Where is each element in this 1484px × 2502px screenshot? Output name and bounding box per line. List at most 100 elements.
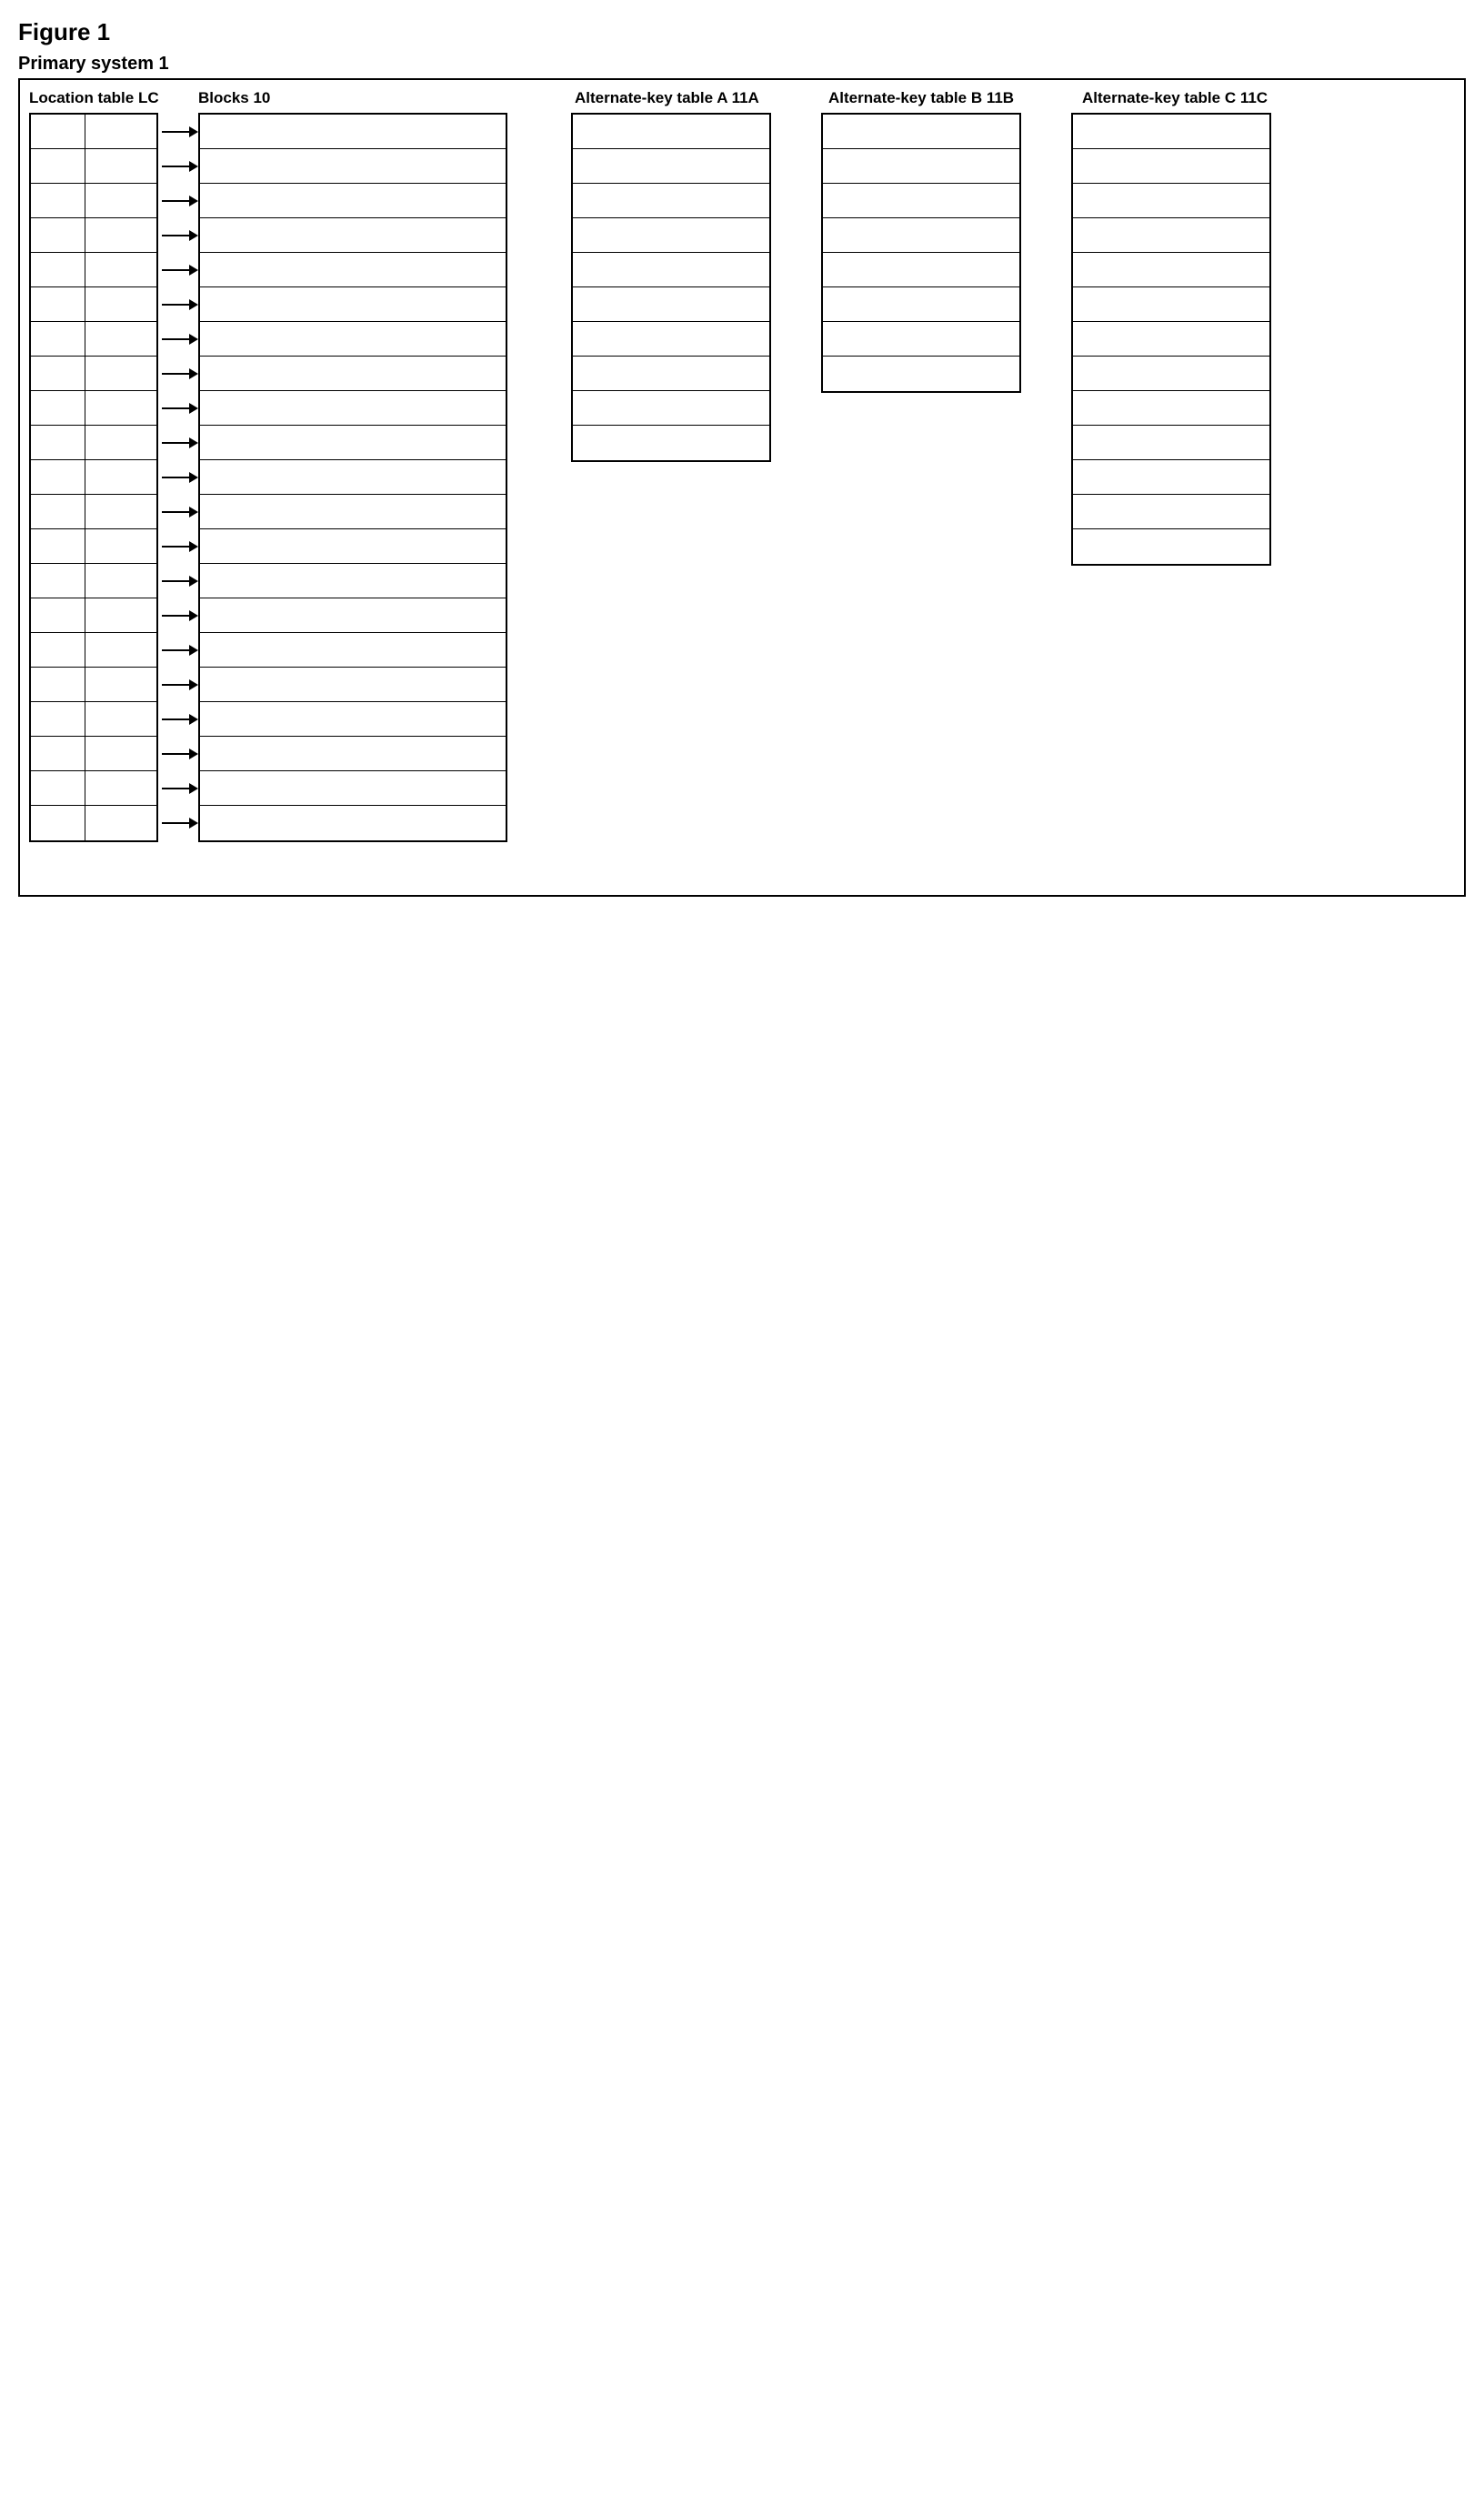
- arrow-line: [162, 580, 189, 582]
- arrow-line: [162, 788, 189, 789]
- table-cell: [31, 357, 85, 390]
- table-row: [200, 184, 506, 218]
- table-row: [1073, 357, 1269, 391]
- arrow-icon: [158, 806, 198, 840]
- table-row: [31, 460, 156, 495]
- table-row: [200, 149, 506, 184]
- arrow-head-icon: [189, 161, 198, 172]
- arrow-line: [162, 407, 189, 409]
- system-title: Primary system 1: [18, 54, 1466, 75]
- table-cell: [31, 149, 85, 183]
- arrow-line: [162, 166, 189, 167]
- table-row: [31, 218, 156, 253]
- arrow-icon: [158, 391, 198, 426]
- table-row: [1073, 426, 1269, 460]
- table-row: [573, 253, 769, 287]
- location-table-label: Location table LC: [29, 89, 198, 107]
- arrow-head-icon: [189, 818, 198, 829]
- arrow-icon: [158, 287, 198, 322]
- table-row: [31, 598, 156, 633]
- arrow-head-icon: [189, 334, 198, 345]
- arrow-line: [162, 511, 189, 513]
- table-row: [200, 391, 506, 426]
- table-cell: [31, 806, 85, 840]
- table-cell: [31, 495, 85, 528]
- arrow-line: [162, 649, 189, 651]
- table-cell: [85, 357, 156, 390]
- table-cell: [31, 426, 85, 459]
- table-cell: [31, 529, 85, 563]
- table-row: [31, 322, 156, 357]
- table-row: [1073, 391, 1269, 426]
- table-row: [200, 633, 506, 668]
- table-row: [31, 287, 156, 322]
- table-row: [200, 668, 506, 702]
- table-row: [200, 737, 506, 771]
- arrow-icon: [158, 737, 198, 771]
- alternate-key-c-label: Alternate-key table C 11C: [1082, 89, 1286, 107]
- table-cell: [31, 460, 85, 494]
- table-cell: [85, 529, 156, 563]
- table-row: [200, 253, 506, 287]
- table-row: [31, 529, 156, 564]
- table-row: [1073, 460, 1269, 495]
- table-cell: [85, 564, 156, 598]
- table-row: [200, 426, 506, 460]
- table-cell: [85, 426, 156, 459]
- arrow-line: [162, 235, 189, 236]
- table-cell: [31, 391, 85, 425]
- table-row: [1073, 218, 1269, 253]
- arrow-line: [162, 304, 189, 306]
- table-cell: [85, 253, 156, 286]
- table-row: [31, 702, 156, 737]
- arrow-icon: [158, 357, 198, 391]
- table-cell: [85, 737, 156, 770]
- arrow-line: [162, 822, 189, 824]
- table-cell: [31, 322, 85, 356]
- table-row: [1073, 529, 1269, 564]
- arrow-icon: [158, 149, 198, 184]
- table-row: [823, 115, 1019, 149]
- table-cell: [85, 322, 156, 356]
- table-cell: [31, 633, 85, 667]
- arrow-icon: [158, 495, 198, 529]
- arrow-line: [162, 200, 189, 202]
- table-row: [31, 806, 156, 840]
- table-row: [1073, 184, 1269, 218]
- table-row: [200, 771, 506, 806]
- table-row: [31, 426, 156, 460]
- table-row: [573, 149, 769, 184]
- arrows-column: [158, 113, 198, 840]
- table-cell: [85, 633, 156, 667]
- arrow-line: [162, 338, 189, 340]
- table-row: [31, 564, 156, 598]
- table-cell: [31, 598, 85, 632]
- arrow-icon: [158, 460, 198, 495]
- primary-system-frame: Location table LCBlocks 10Alternate-key …: [18, 78, 1466, 897]
- arrow-head-icon: [189, 679, 198, 690]
- table-row: [31, 737, 156, 771]
- alternate-key-table-a: [571, 113, 771, 462]
- arrow-line: [162, 373, 189, 375]
- table-row: [573, 287, 769, 322]
- table-row: [1073, 253, 1269, 287]
- table-cell: [31, 287, 85, 321]
- location-table: [29, 113, 158, 842]
- table-cell: [31, 115, 85, 148]
- table-row: [31, 633, 156, 668]
- alternate-key-b-label: Alternate-key table B 11B: [828, 89, 1082, 107]
- arrow-icon: [158, 426, 198, 460]
- arrow-head-icon: [189, 610, 198, 621]
- table-cell: [31, 253, 85, 286]
- table-row: [823, 149, 1019, 184]
- table-row: [200, 529, 506, 564]
- arrow-icon: [158, 184, 198, 218]
- table-row: [200, 806, 506, 840]
- arrow-head-icon: [189, 472, 198, 483]
- alternate-key-a-label: Alternate-key table A 11A: [575, 89, 828, 107]
- table-row: [200, 218, 506, 253]
- table-row: [31, 391, 156, 426]
- figure-title: Figure 1: [18, 18, 1466, 46]
- table-row: [200, 322, 506, 357]
- arrow-icon: [158, 598, 198, 633]
